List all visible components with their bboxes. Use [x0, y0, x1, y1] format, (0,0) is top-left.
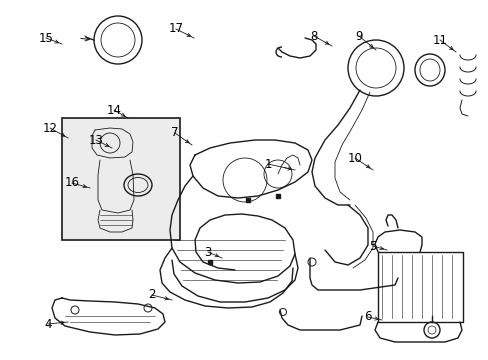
Text: 4: 4: [44, 318, 52, 330]
Text: 9: 9: [354, 30, 362, 42]
Text: 1: 1: [264, 158, 271, 171]
Text: 3: 3: [204, 246, 211, 258]
FancyBboxPatch shape: [62, 118, 180, 240]
Text: 5: 5: [368, 239, 376, 252]
Text: 7: 7: [171, 126, 179, 139]
Text: 16: 16: [64, 176, 80, 189]
Text: 10: 10: [347, 152, 362, 165]
Text: 11: 11: [431, 33, 447, 46]
Text: 13: 13: [88, 134, 103, 147]
Text: 2: 2: [148, 288, 156, 302]
Text: 8: 8: [310, 30, 317, 42]
Text: 12: 12: [42, 122, 58, 135]
Text: 14: 14: [106, 104, 121, 117]
Text: 15: 15: [39, 31, 53, 45]
Text: 6: 6: [364, 310, 371, 324]
Text: 17: 17: [168, 22, 183, 36]
